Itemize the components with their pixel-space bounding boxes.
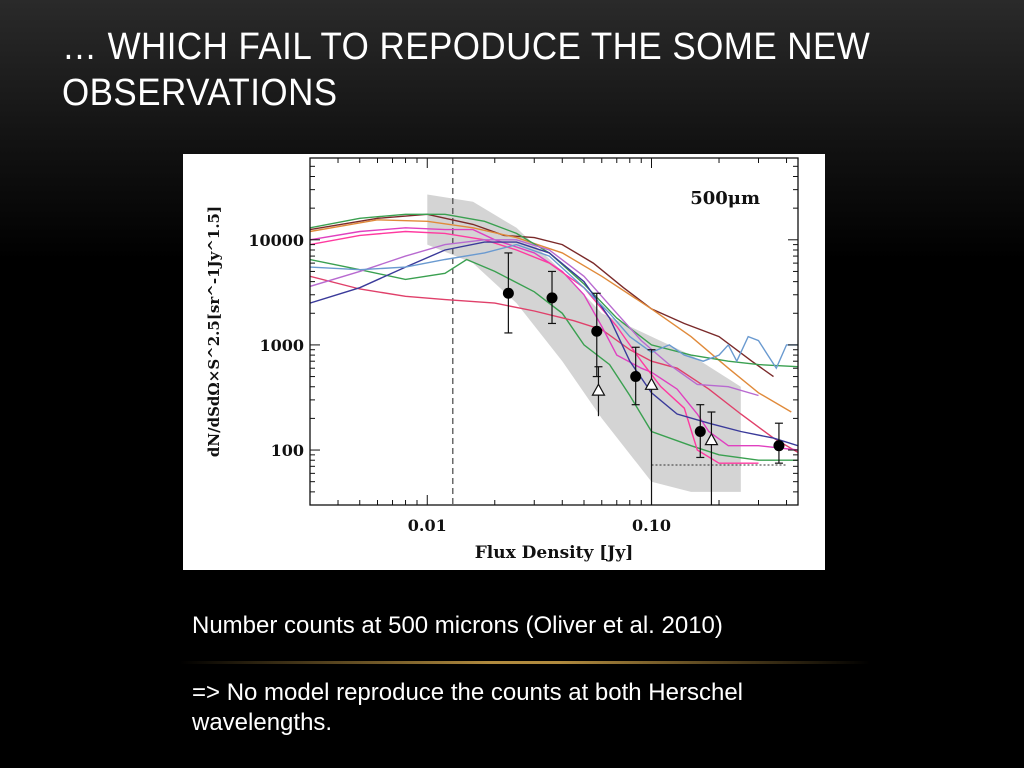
divider (180, 661, 870, 664)
slide-title: … which fail to repoduce the some new ob… (62, 26, 871, 114)
uncertainty-band (427, 194, 741, 492)
y-tick-label: 1000 (259, 336, 304, 355)
data-point-6 (773, 440, 785, 452)
data-point-5 (694, 426, 706, 438)
triangle-point-3 (704, 432, 719, 446)
data-point-1 (502, 287, 514, 299)
y-tick-label: 100 (271, 441, 304, 460)
data-point-2 (546, 292, 558, 304)
number-counts-figure: 100 1000 10000 0.01 0.10 Flux Density [Jy] dN/… (183, 154, 825, 570)
wavelength-annotation: 500μm (690, 188, 760, 209)
model-line-4 (310, 258, 798, 461)
x-tick-label: 0.01 (408, 516, 447, 535)
model-line-1 (310, 213, 774, 378)
model-line-3 (310, 213, 798, 368)
model-line-10 (310, 243, 798, 370)
data-point-4 (630, 371, 642, 383)
model-line-8 (310, 239, 759, 397)
model-line-6 (310, 227, 798, 451)
x-tick-label: 0.10 (632, 516, 671, 535)
conclusion-text: => No model reproduce the counts at both… (192, 679, 743, 736)
plot-frame (309, 157, 799, 506)
triangle-point-2 (644, 377, 659, 390)
y-axis-label: dN/dSdΩ×S^2.5[sr^-1Jy^1.5] (205, 206, 223, 457)
data-point-3 (591, 325, 603, 337)
model-line-2 (310, 219, 792, 413)
triangle-point-1 (591, 383, 606, 396)
x-axis-label: Flux Density [Jy] (475, 543, 634, 563)
figure-caption: Number counts at 500 microns (Oliver et … (192, 612, 723, 639)
y-tick-label: 10000 (248, 231, 304, 250)
number-counts-chart: 100 1000 10000 0.01 0.10 Flux Density [Jy] dN/… (205, 157, 799, 563)
